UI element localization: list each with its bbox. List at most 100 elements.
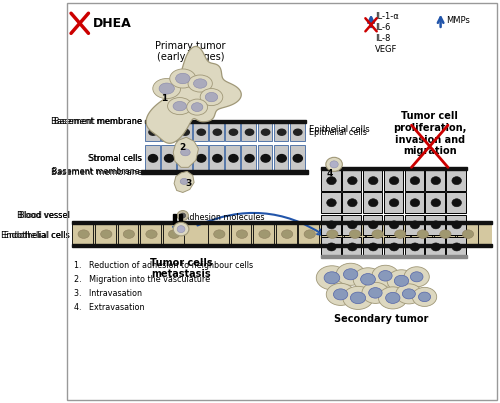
Ellipse shape (350, 292, 366, 303)
Ellipse shape (394, 230, 406, 239)
Bar (290, 123, 304, 141)
Bar (384, 193, 403, 213)
Ellipse shape (200, 89, 223, 106)
Ellipse shape (188, 75, 212, 92)
Ellipse shape (165, 129, 173, 135)
Ellipse shape (452, 243, 462, 251)
Bar (193, 145, 208, 171)
Text: Basement membrane: Basement membrane (54, 117, 142, 126)
Bar (363, 237, 382, 257)
Bar (276, 223, 296, 245)
Bar (404, 214, 424, 235)
Text: 3: 3 (186, 179, 192, 189)
Bar (446, 214, 466, 235)
Ellipse shape (168, 98, 192, 114)
Ellipse shape (176, 73, 190, 84)
Ellipse shape (206, 92, 218, 102)
Bar (72, 244, 492, 247)
Ellipse shape (261, 155, 270, 162)
Bar (404, 237, 424, 257)
Bar (321, 170, 340, 191)
Bar (72, 220, 492, 224)
Ellipse shape (192, 103, 203, 112)
Ellipse shape (180, 155, 190, 162)
Bar (242, 123, 256, 141)
Ellipse shape (431, 243, 440, 251)
Text: IL-8: IL-8 (376, 34, 391, 44)
Ellipse shape (278, 129, 286, 135)
Ellipse shape (410, 243, 420, 251)
Bar (321, 167, 467, 170)
Polygon shape (173, 137, 199, 167)
Bar (321, 214, 340, 235)
Ellipse shape (168, 230, 179, 239)
Ellipse shape (343, 287, 373, 310)
Text: Epithelial cells: Epithelial cells (310, 128, 367, 137)
Text: IL-6: IL-6 (376, 23, 391, 32)
Bar (177, 145, 192, 171)
Ellipse shape (402, 289, 415, 299)
Text: 1: 1 (160, 94, 167, 103)
Ellipse shape (213, 155, 222, 162)
Bar (404, 170, 424, 191)
Bar (118, 223, 139, 245)
Ellipse shape (390, 243, 399, 251)
Ellipse shape (431, 177, 440, 185)
Bar (95, 223, 116, 245)
Text: DHEA: DHEA (93, 17, 132, 30)
Text: Epithelial cells: Epithelial cells (309, 125, 370, 134)
Bar (412, 223, 432, 245)
Ellipse shape (282, 230, 293, 239)
Ellipse shape (236, 230, 248, 239)
Ellipse shape (146, 230, 157, 239)
Bar (179, 214, 182, 224)
Bar (253, 223, 274, 245)
Bar (363, 193, 382, 213)
Ellipse shape (336, 263, 365, 285)
Bar (193, 123, 208, 141)
Polygon shape (174, 171, 194, 193)
Ellipse shape (368, 221, 378, 229)
Text: IL-1-α: IL-1-α (376, 12, 399, 21)
Ellipse shape (229, 155, 238, 162)
Bar (242, 145, 256, 171)
Bar (258, 145, 272, 171)
Text: Endothelial cells: Endothelial cells (4, 231, 70, 240)
Ellipse shape (246, 129, 254, 135)
Ellipse shape (390, 221, 399, 229)
Ellipse shape (353, 268, 383, 291)
Text: VEGF: VEGF (376, 46, 398, 54)
Bar (384, 237, 403, 257)
Ellipse shape (396, 284, 422, 304)
Ellipse shape (368, 199, 378, 207)
Ellipse shape (149, 129, 157, 135)
Ellipse shape (230, 129, 237, 135)
Ellipse shape (417, 230, 428, 239)
Bar (446, 170, 466, 191)
Ellipse shape (378, 270, 392, 281)
Bar (321, 193, 340, 213)
Text: MMPs: MMPs (446, 16, 470, 25)
Ellipse shape (177, 210, 188, 220)
Bar (145, 120, 306, 123)
Bar (404, 193, 424, 213)
Ellipse shape (100, 230, 112, 239)
Text: Tumor cells
metastasis: Tumor cells metastasis (150, 258, 212, 279)
Text: 4.   Extravasation: 4. Extravasation (74, 303, 144, 312)
Ellipse shape (410, 177, 420, 185)
Text: Basement membrane: Basement membrane (50, 168, 142, 177)
Text: 4: 4 (326, 169, 333, 179)
Ellipse shape (418, 292, 430, 302)
Text: Tumor cell
proliferation,
invasion and
migration: Tumor cell proliferation, invasion and m… (393, 111, 466, 156)
Bar (384, 170, 403, 191)
Ellipse shape (177, 226, 185, 233)
Ellipse shape (180, 149, 190, 156)
Bar (177, 123, 192, 141)
Ellipse shape (153, 79, 180, 99)
Ellipse shape (410, 272, 423, 282)
Bar (258, 123, 272, 141)
Bar (426, 170, 445, 191)
Ellipse shape (462, 230, 473, 239)
Ellipse shape (350, 230, 360, 239)
Bar (290, 145, 304, 171)
